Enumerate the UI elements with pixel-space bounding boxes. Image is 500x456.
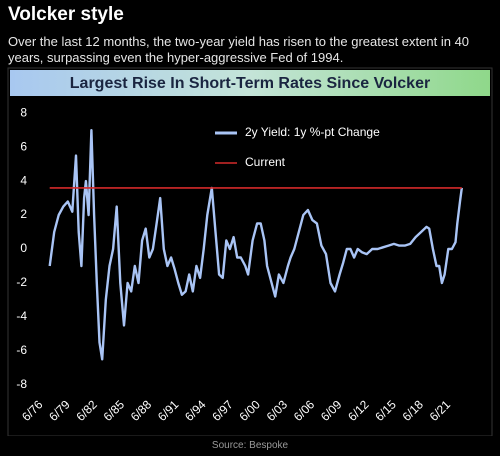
chart-banner [10, 70, 490, 96]
y-tick-label: -6 [16, 343, 27, 357]
series-line [48, 129, 463, 361]
post-title: Volcker style [8, 4, 124, 25]
post-subtitle: Over the last 12 months, the two-year yi… [8, 34, 470, 65]
y-tick-label: 4 [20, 173, 27, 187]
source: Source: Bespoke [211, 440, 289, 451]
y-tick-label: -8 [16, 377, 27, 391]
chart: Largest Rise In Short-Term Rates Since V… [7, 67, 493, 436]
y-tick-label: 8 [20, 105, 27, 119]
chart-title: Largest Rise In Short-Term Rates Since V… [70, 75, 430, 92]
y-tick-label: -2 [16, 275, 27, 289]
y-tick-label: 0 [20, 241, 27, 255]
y-tick-label: 6 [20, 139, 27, 153]
y-tick-label: 2 [20, 207, 27, 221]
y-tick-label: -4 [16, 309, 27, 323]
legend-label: Current [245, 155, 286, 169]
legend-label: 2y Yield: 1y %-pt Change [245, 125, 380, 139]
